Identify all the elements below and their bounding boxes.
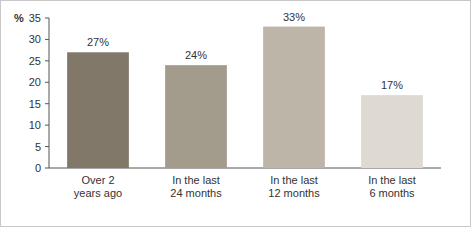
bar <box>263 27 325 168</box>
bar <box>165 65 227 168</box>
data-label: 33% <box>283 11 305 23</box>
y-axis-label: % <box>14 12 24 24</box>
x-tick-label: In the last6 months <box>368 174 416 199</box>
data-label: 24% <box>185 49 207 61</box>
x-tick-label-line: In the last <box>270 174 318 186</box>
chart-container: 0 5 10 15 20 25 30 35% 27% 24% 33% 17% Over 2years a… <box>0 0 471 227</box>
frame <box>1 1 471 227</box>
bars <box>67 27 423 168</box>
data-label: 17% <box>381 79 403 91</box>
x-tick-label-line: In the last <box>368 174 416 186</box>
bar <box>67 52 129 168</box>
y-tick-label: 20 <box>29 76 41 88</box>
y-tick-label: 5 <box>35 141 41 153</box>
y-tick-label: 25 <box>29 55 41 67</box>
y-tick <box>45 168 49 169</box>
chart-svg: 0 5 10 15 20 25 30 35% 27% 24% 33% 17% Over 2years a… <box>0 0 471 227</box>
y-tick <box>45 60 49 61</box>
x-tick-label-line: Over 2 <box>81 174 114 186</box>
x-tick-label: Over 2years ago <box>74 174 122 199</box>
x-tick-label-line: 6 months <box>369 187 415 199</box>
y-tick <box>45 103 49 104</box>
y-tick <box>45 125 49 126</box>
x-tick-label: In the last24 months <box>170 174 222 199</box>
y-axis <box>49 18 50 168</box>
y-tick <box>45 82 49 83</box>
bar <box>361 95 423 168</box>
y-tick-label: 15 <box>29 98 41 110</box>
y-tick-label: 10 <box>29 119 41 131</box>
y-tick-label: 35 <box>29 12 41 24</box>
x-tick-label-line: 24 months <box>170 187 222 199</box>
y-tick <box>45 39 49 40</box>
y-tick <box>45 18 49 19</box>
y-tick-label: 0 <box>35 162 41 174</box>
x-tick-label-line: In the last <box>172 174 220 186</box>
data-label: 27% <box>87 36 109 48</box>
x-tick-label: In the last12 months <box>268 174 320 199</box>
y-tick <box>45 146 49 147</box>
y-tick-label: 30 <box>29 33 41 45</box>
x-tick-label-line: years ago <box>74 187 122 199</box>
x-tick-label-line: 12 months <box>268 187 320 199</box>
